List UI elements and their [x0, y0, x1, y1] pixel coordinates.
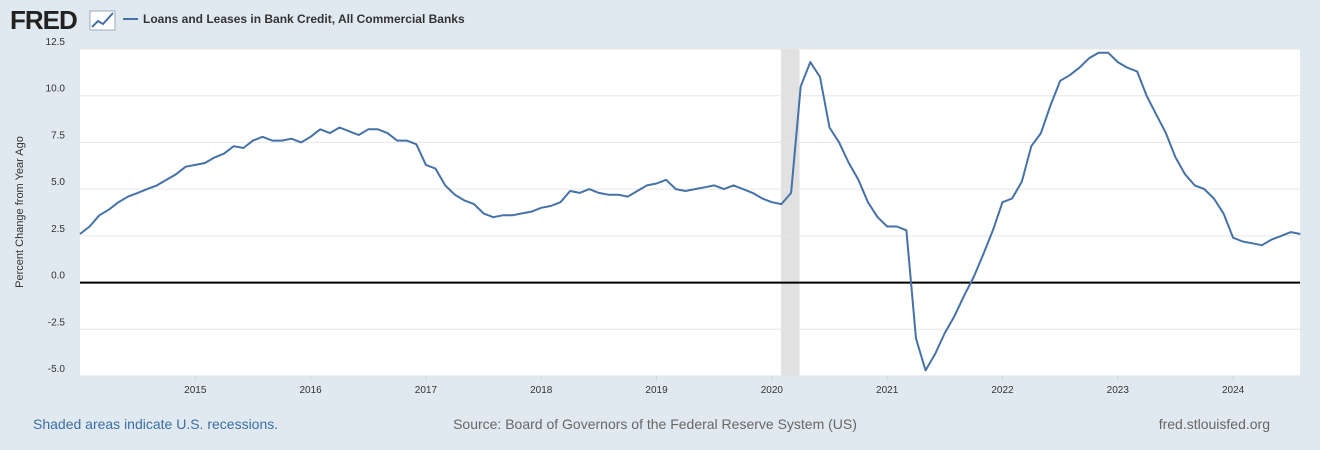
- y-tick-label: 0.0: [51, 271, 65, 282]
- logo-icon: [89, 10, 116, 31]
- recession-band: [781, 49, 800, 376]
- footer-right: fred.stlouisfed.org: [1159, 416, 1270, 432]
- y-tick-label: 12.5: [46, 37, 66, 48]
- x-tick-label: 2022: [991, 385, 1014, 396]
- x-tick-label: 2024: [1222, 385, 1245, 396]
- x-tick-label: 2023: [1107, 385, 1130, 396]
- x-tick-label: 2016: [299, 385, 322, 396]
- x-tick-label: 2018: [530, 385, 553, 396]
- plot-area: [80, 49, 1300, 376]
- footer-center: Source: Board of Governors of the Federa…: [453, 416, 857, 432]
- x-tick-label: 2020: [761, 385, 784, 396]
- y-tick-label: 2.5: [51, 224, 65, 235]
- y-tick-label: -5.0: [48, 364, 66, 375]
- series-line: [79, 51, 1301, 372]
- logo: FRED: [10, 5, 77, 35]
- y-tick-label: 10.0: [46, 84, 66, 95]
- y-axis-label: Percent Change from Year Ago: [14, 136, 26, 288]
- x-tick-label: 2017: [415, 385, 438, 396]
- x-tick-label: 2019: [645, 385, 668, 396]
- x-tick-label: 2015: [184, 385, 207, 396]
- x-tick-label: 2021: [876, 385, 899, 396]
- legend-label: Loans and Leases in Bank Credit, All Com…: [143, 12, 465, 26]
- footer-left: Shaded areas indicate U.S. recessions.: [33, 416, 278, 432]
- y-tick-label: 7.5: [51, 130, 65, 141]
- y-tick-label: 5.0: [51, 177, 65, 188]
- y-tick-label: -2.5: [48, 317, 66, 328]
